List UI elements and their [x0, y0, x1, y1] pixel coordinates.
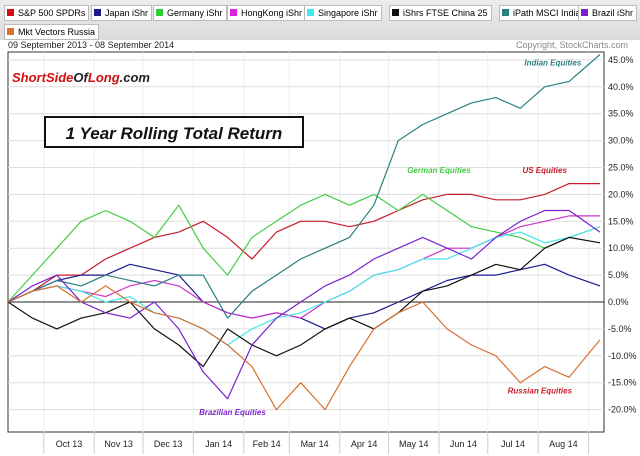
annotation-label: Brazilian Equities	[199, 408, 266, 417]
title-box	[44, 116, 304, 148]
annotation-label: German Equities	[407, 166, 471, 175]
legend-item[interactable]: iPath MSCI India	[499, 5, 585, 21]
y-tick-label: 15.0%	[608, 216, 634, 226]
legend-label: HongKong iShr	[241, 8, 303, 18]
legend-swatch	[307, 9, 314, 16]
legend-swatch	[230, 9, 237, 16]
x-tick-label: Apr 14	[351, 439, 378, 449]
series-line-brazil-ishr	[7, 209, 601, 400]
legend-swatch	[7, 9, 14, 16]
legend-item[interactable]: Japan iShr	[91, 5, 153, 21]
legend-label: iShrs FTSE China 25	[403, 8, 488, 18]
x-tick-label: Feb 14	[253, 439, 281, 449]
y-tick-label: 10.0%	[608, 243, 634, 253]
copyright: Copyright, StockCharts.com	[515, 40, 628, 50]
x-tick-label: Jan 14	[205, 439, 232, 449]
legend-swatch	[156, 9, 163, 16]
date-range: 09 September 2013 - 08 September 2014	[8, 40, 175, 50]
x-tick-label: Oct 13	[56, 439, 83, 449]
x-tick-label: Mar 14	[301, 439, 329, 449]
x-tick-label: Jul 14	[501, 439, 525, 449]
annotation-label: US Equities	[522, 166, 567, 175]
chart-title: 1 Year Rolling Total Return	[66, 124, 283, 143]
legend-label: S&P 500 SPDRs	[18, 8, 86, 18]
legend-item[interactable]: iShrs FTSE China 25	[389, 5, 492, 21]
plot-area	[7, 51, 605, 433]
series-line-mkt-vectors-russia	[7, 285, 601, 411]
y-tick-label: 45.0%	[608, 55, 634, 65]
y-tick-label: -15.0%	[608, 378, 637, 388]
legend-label: Mkt Vectors Russia	[18, 27, 96, 37]
x-tick-label: May 14	[399, 439, 429, 449]
legend-swatch	[392, 9, 399, 16]
y-tick-label: 0.0%	[608, 297, 629, 307]
legend-swatch	[502, 9, 509, 16]
legend-item[interactable]: S&P 500 SPDRs	[4, 5, 90, 21]
logo: ShortSideOfLong.com	[12, 70, 150, 85]
y-tick-label: -5.0%	[608, 324, 632, 334]
legend-label: Germany iShr	[167, 8, 223, 18]
annotation-label: Russian Equities	[508, 386, 573, 395]
legend-label: iPath MSCI India	[513, 8, 581, 18]
y-tick-label: 20.0%	[608, 189, 634, 199]
legend-item[interactable]: Brazil iShr	[578, 5, 638, 21]
y-tick-label: 5.0%	[608, 270, 629, 280]
x-tick-label: Jun 14	[450, 439, 477, 449]
legend-label: Japan iShr	[105, 8, 149, 18]
series-line-germany-ishr	[7, 193, 601, 303]
y-tick-label: -10.0%	[608, 351, 637, 361]
annotation-label: Indian Equities	[524, 58, 581, 67]
legend-item[interactable]: Germany iShr	[153, 5, 227, 21]
y-tick-label: 30.0%	[608, 136, 634, 146]
x-tick-label: Aug 14	[549, 439, 578, 449]
legend-bar: S&P 500 SPDRs Japan iShr Germany iShr HongK…	[0, 0, 640, 40]
series-line-s-p-500-spdrs	[7, 183, 600, 303]
legend-item[interactable]: Singapore iShr	[304, 5, 382, 21]
legend-item[interactable]: Mkt Vectors Russia	[4, 24, 100, 40]
y-tick-label: 35.0%	[608, 109, 634, 119]
series-line-ipath-msci-india	[7, 54, 601, 319]
legend-label: Singapore iShr	[318, 8, 378, 18]
legend-swatch	[581, 9, 588, 16]
legend-swatch	[7, 28, 14, 35]
legend-label: Brazil iShr	[592, 8, 634, 18]
y-tick-label: -20.0%	[608, 405, 637, 415]
y-tick-label: 40.0%	[608, 82, 634, 92]
x-tick-label: Nov 13	[104, 439, 133, 449]
legend-swatch	[94, 9, 101, 16]
y-tick-label: 25.0%	[608, 163, 634, 173]
x-tick-label: Dec 13	[154, 439, 183, 449]
